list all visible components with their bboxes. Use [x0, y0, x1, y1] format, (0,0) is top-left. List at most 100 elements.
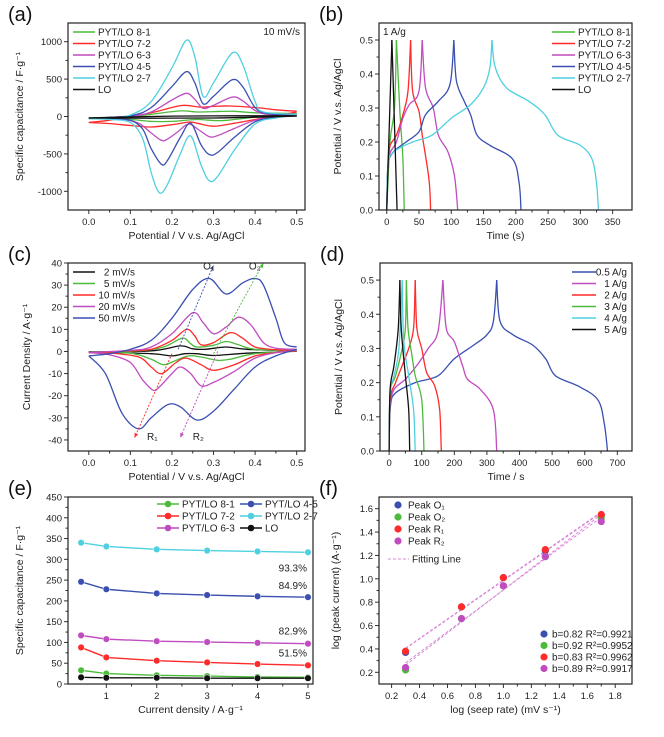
x-axis-label: Current density / A·g⁻¹ — [138, 704, 243, 716]
data-point — [153, 637, 161, 645]
y-tick-label: -30 — [48, 413, 62, 424]
legend-marker — [247, 524, 255, 532]
legend-marker — [394, 525, 402, 533]
legend-label: PYT/LO 8-1 — [98, 28, 151, 39]
y-tick-label: -1000 — [38, 187, 62, 198]
y-tick-label: 250 — [46, 576, 62, 587]
x-tick-label: 0.1 — [124, 458, 137, 469]
fit-stats-label: b=0.83 R²=0.9962 — [552, 653, 633, 664]
y-tick-label: 0 — [57, 347, 62, 358]
y-tick-label: 1.0 — [360, 574, 373, 585]
y-tick-label: 0.6 — [360, 621, 373, 632]
fit-marker — [540, 630, 548, 638]
series-line-pyt-lo-8-1 — [395, 39, 405, 210]
peak-shift-arrow — [134, 353, 173, 438]
y-tick-label: 1000 — [41, 37, 62, 48]
legend-label: 1 A/g — [604, 279, 627, 290]
y-axis-label: Specific capacitance / F·g⁻¹ — [14, 525, 26, 655]
series-line-pyt-lo-7-2 — [409, 39, 432, 210]
series-line — [81, 676, 308, 679]
plot-frame — [378, 496, 633, 685]
y-tick-label: 0.1 — [361, 412, 374, 423]
x-tick-label: 50 — [414, 217, 425, 228]
x-tick-label: 1.4 — [553, 691, 566, 702]
legend-label: PYT/LO 8-1 — [578, 28, 631, 39]
plot-area — [388, 280, 609, 451]
data-point — [102, 585, 110, 593]
legend-label: 2 A/g — [604, 291, 627, 302]
data-point — [457, 614, 466, 623]
y-tick-label: 400 — [46, 513, 62, 524]
arrow-head-icon — [259, 263, 264, 268]
legend-label: LO — [265, 524, 279, 535]
series-line-5-mv-s — [88, 337, 297, 353]
peak-label: O₂ — [249, 262, 261, 273]
legend-label: PYT/LO 6-3 — [182, 524, 235, 535]
x-tick-label: 250 — [540, 217, 556, 228]
x-tick-label: 2 — [154, 691, 159, 702]
legend-label: Peak R₂ — [408, 537, 445, 548]
data-point — [253, 674, 262, 682]
y-tick-label: 30 — [51, 281, 62, 292]
x-tick-label: 1.6 — [581, 691, 594, 702]
data-point — [153, 545, 161, 553]
plot-area — [401, 510, 605, 674]
x-tick-label: 5 — [305, 691, 310, 702]
data-point — [499, 582, 508, 590]
legend-label: 5 A/g — [604, 325, 627, 336]
y-tick-label: 450 — [46, 493, 62, 504]
fitting-line — [405, 516, 602, 664]
series-line-pyt-lo-2-7 — [386, 39, 493, 210]
series-line-pyt-lo-2-7 — [88, 39, 297, 120]
series-line-5-a-g — [399, 280, 411, 451]
legend-label: LO — [578, 85, 592, 96]
data-point — [77, 643, 85, 651]
peak-shift-arrow — [213, 262, 264, 354]
legend-label: 4 A/g — [604, 314, 627, 325]
plot-area — [386, 39, 600, 210]
y-axis-label: Potential / V v.s. Ag/AgCl — [332, 59, 344, 175]
x-tick-label: 0.1 — [124, 217, 137, 228]
y-tick-label: 0 — [57, 112, 62, 123]
data-point — [541, 553, 549, 561]
legend-label: PYT/LO 7-2 — [182, 512, 235, 523]
y-tick-label: 1.6 — [360, 504, 373, 515]
y-tick-label: -20 — [48, 391, 62, 402]
series-line-pyt-lo-6-3 — [421, 39, 459, 210]
x-tick-label: 1.0 — [497, 691, 510, 702]
series-line-pyt-lo-4-5 — [453, 39, 522, 210]
x-tick-label: 0.4 — [413, 691, 426, 702]
series-line-4-a-g — [401, 280, 416, 451]
x-axis-label: Potential / V v.s. Ag/AgCl — [129, 471, 245, 483]
legend-label: PYT/LO 4-5 — [578, 62, 631, 73]
data-point — [203, 658, 211, 666]
data-point — [541, 545, 549, 554]
panel-label: (d) — [320, 244, 344, 266]
x-tick-label: 100 — [443, 217, 459, 228]
y-tick-label: 0.3 — [360, 104, 373, 115]
y-tick-label: 350 — [46, 534, 62, 545]
series-line — [81, 669, 308, 679]
series-line-50-mv-s — [88, 348, 297, 430]
x-tick-label: 0 — [384, 217, 389, 228]
data-point — [253, 547, 262, 555]
series-line-5-a-g — [388, 280, 401, 451]
data-point — [153, 657, 161, 665]
plot-frame — [378, 22, 633, 211]
panel-label: (f) — [319, 478, 338, 500]
panel-label: (e) — [8, 478, 32, 500]
panel-e: (e)1 2 3 4 5050100150200250300350400450Curre… — [8, 478, 318, 716]
x-tick-label: 0.2 — [385, 691, 398, 702]
y-tick-label: 0.0 — [361, 447, 374, 458]
y-tick-label: 10 — [51, 325, 62, 336]
arrow-head-icon — [180, 432, 184, 438]
y-tick-label: 0.4 — [360, 70, 373, 81]
x-tick-label: 200 — [446, 458, 462, 469]
data-point — [401, 664, 410, 672]
y-tick-label: 0.4 — [361, 310, 374, 321]
y-tick-label: 0.2 — [360, 668, 373, 679]
x-tick-label: 0.4 — [248, 217, 261, 228]
rate-annotation: 1 A/g — [383, 27, 406, 38]
data-point — [253, 660, 262, 668]
legend-label: LO — [98, 85, 112, 96]
